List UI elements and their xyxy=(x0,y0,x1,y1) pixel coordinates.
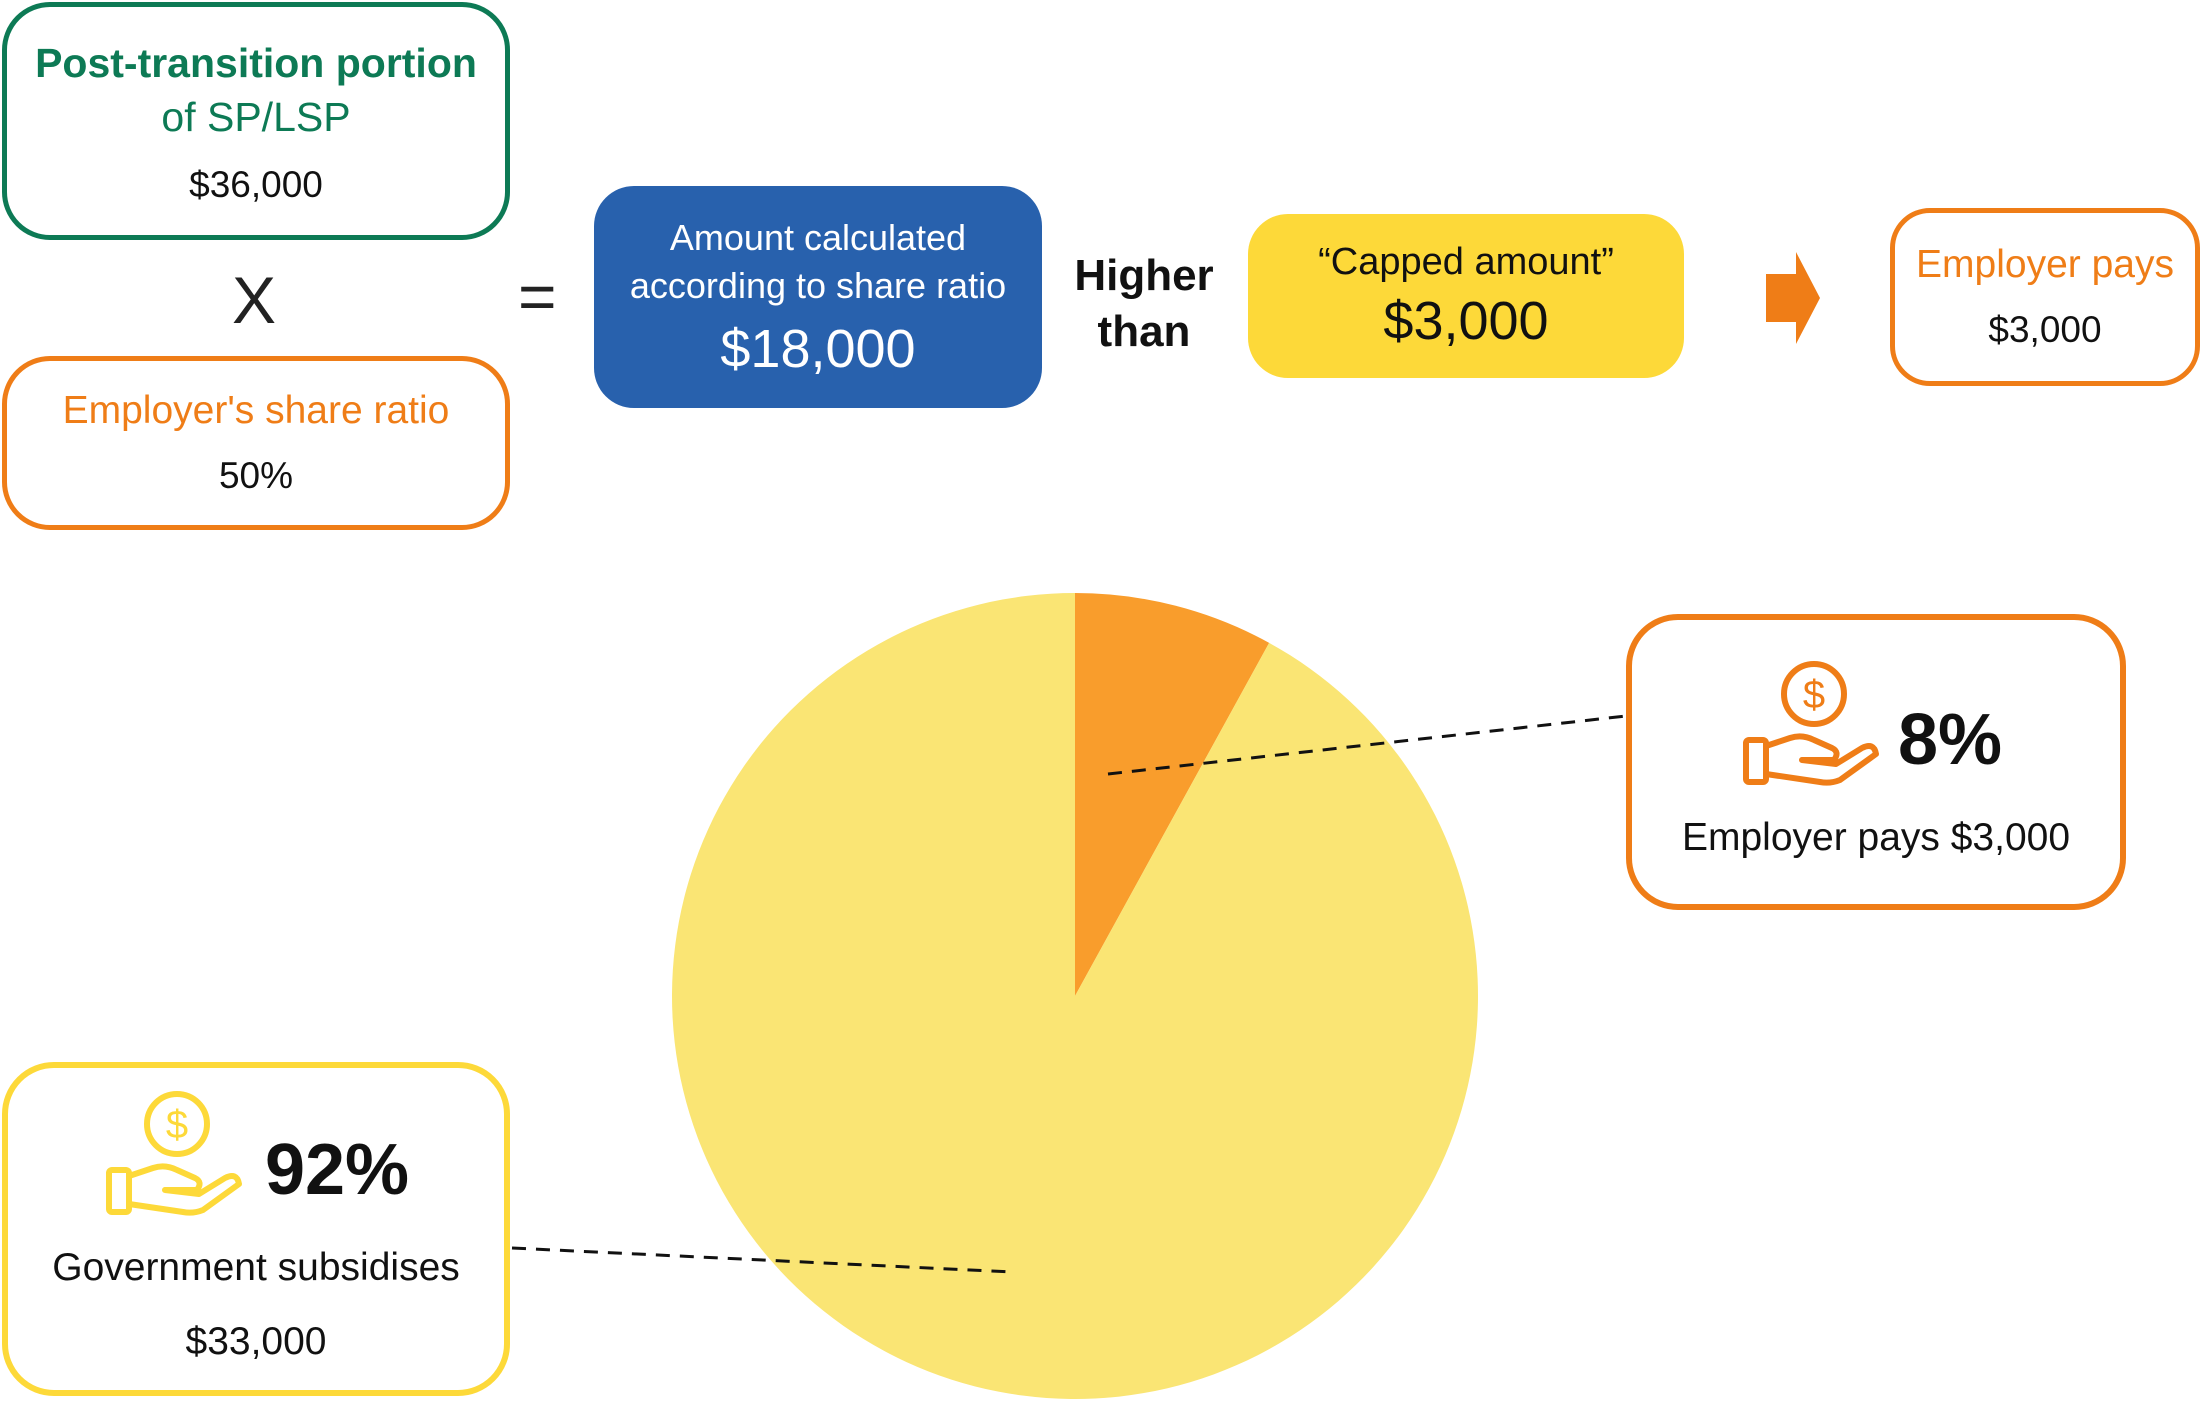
government-leader-line xyxy=(511,1246,1013,1274)
government-callout-row: $ 92% xyxy=(103,1090,409,1220)
hand-with-coin-icon: $ xyxy=(105,1091,242,1216)
equals-symbol: = xyxy=(518,259,557,333)
government-percent: 92% xyxy=(264,1130,410,1210)
arrow-right-icon xyxy=(1766,252,1820,344)
share-ratio-box: Employer's share ratio 50% xyxy=(2,356,510,530)
employer-caption: Employer pays $3,000 xyxy=(1681,816,2071,859)
employer-pays-box: Employer pays $3,000 xyxy=(1890,208,2200,386)
capped-value: $3,000 xyxy=(1383,290,1549,351)
post-transition-subtitle: of SP/LSP xyxy=(161,94,351,140)
government-caption-line2: $33,000 xyxy=(185,1320,327,1363)
svg-text:$: $ xyxy=(1803,673,1825,717)
svg-text:$: $ xyxy=(166,1103,188,1147)
employer-pays-label: Employer pays xyxy=(1916,243,2174,286)
employer-callout-row: $ 8% xyxy=(1740,660,2002,790)
post-transition-title: Post-transition portion xyxy=(35,40,477,86)
hand-with-coin-icon: $ xyxy=(1742,661,1879,786)
calculated-amount-box: Amount calculated according to share rat… xyxy=(594,186,1042,408)
post-transition-box: Post-transition portion of SP/LSP $36,00… xyxy=(2,2,510,240)
post-transition-value: $36,000 xyxy=(189,164,323,205)
calculated-value: $18,000 xyxy=(720,319,916,379)
capped-label: “Capped amount” xyxy=(1318,240,1614,283)
government-caption-line1: Government subsidises xyxy=(52,1246,460,1289)
share-ratio-value: 50% xyxy=(218,455,294,496)
pie-slice-employer xyxy=(1075,593,1270,996)
capped-amount-box: “Capped amount” $3,000 xyxy=(1248,214,1684,378)
higher-than-label: Higher than xyxy=(1064,248,1224,360)
pie-slice-government xyxy=(672,593,1479,1399)
share-ratio-label: Employer's share ratio xyxy=(62,389,450,432)
government-callout: $ 92% Government subsidises $33,000 xyxy=(2,1062,510,1396)
higher-than-line2: than xyxy=(1097,307,1191,356)
higher-than-line1: Higher xyxy=(1074,251,1214,300)
employer-percent: 8% xyxy=(1897,700,2003,780)
employer-leader-line xyxy=(1107,714,1627,776)
calculated-label-line1: Amount calculated xyxy=(669,217,967,258)
calculated-label-line2: according to share ratio xyxy=(629,265,1007,306)
employer-callout: $ 8% Employer pays $3,000 xyxy=(1626,614,2126,910)
multiply-symbol: X xyxy=(232,263,277,337)
employer-pays-value: $3,000 xyxy=(1988,309,2102,350)
